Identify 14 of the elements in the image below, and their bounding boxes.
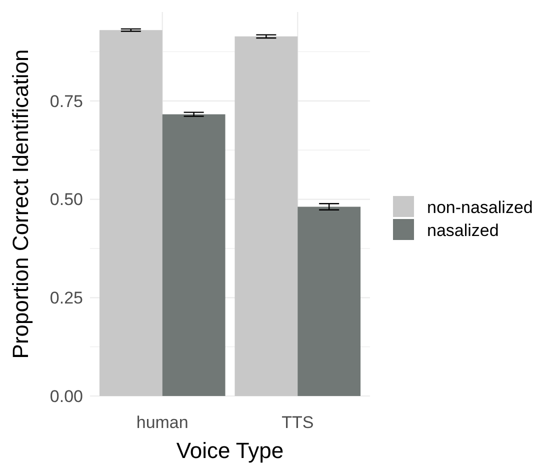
x-tick-label: human [136, 413, 188, 432]
bar [234, 36, 298, 396]
bar [162, 114, 226, 396]
legend-label: non-nasalized [427, 198, 533, 217]
y-tick-label: 0.25 [50, 288, 83, 308]
y-tick-label: 0.00 [50, 386, 83, 406]
bar [99, 30, 162, 396]
x-tick-label: TTS [282, 413, 314, 432]
x-axis-title: Voice Type [176, 438, 284, 463]
y-tick-label: 0.75 [50, 92, 83, 111]
legend-label: nasalized [427, 220, 499, 240]
bar [298, 206, 361, 396]
y-tick-label: 0.50 [50, 190, 83, 210]
y-axis-title: Proportion Correct Identification [8, 49, 33, 359]
